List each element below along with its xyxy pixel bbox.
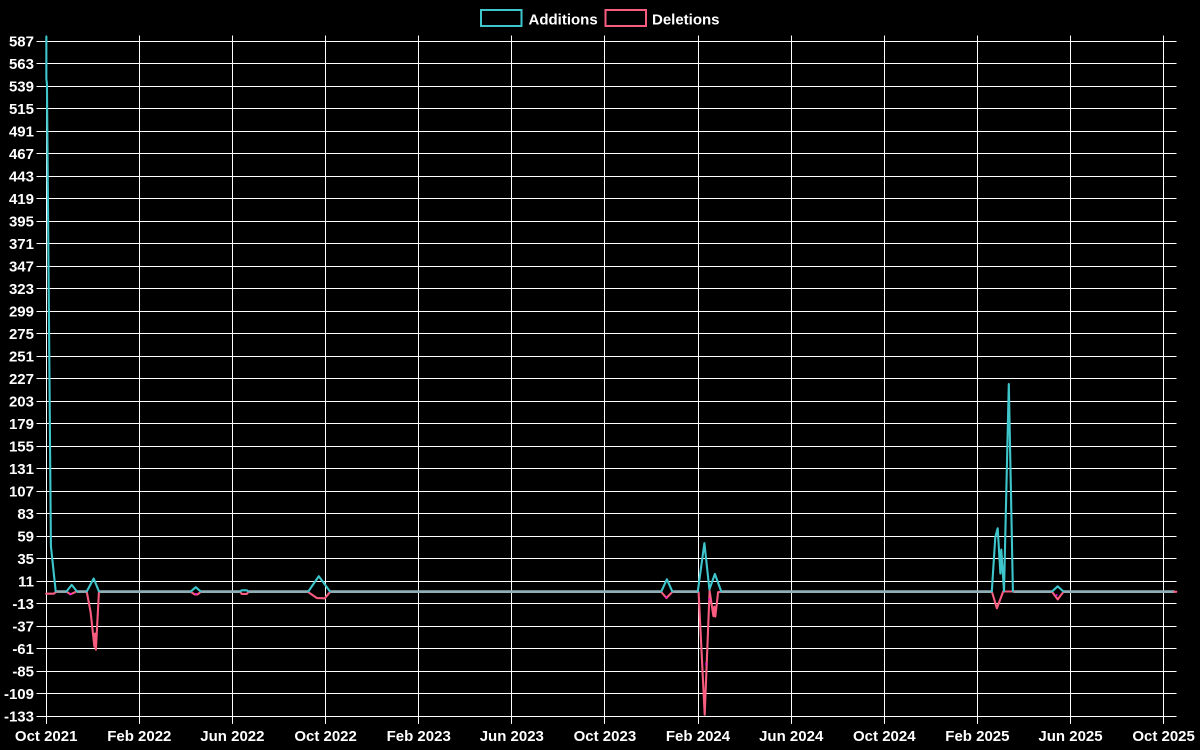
svg-text:83: 83 [17, 506, 34, 523]
svg-text:Oct 2025: Oct 2025 [1132, 728, 1195, 745]
svg-text:131: 131 [9, 461, 34, 478]
svg-text:107: 107 [9, 483, 34, 500]
svg-text:371: 371 [9, 236, 34, 253]
svg-text:Oct 2022: Oct 2022 [294, 728, 357, 745]
svg-text:Jun 2022: Jun 2022 [200, 728, 264, 745]
svg-text:Feb 2023: Feb 2023 [387, 728, 451, 745]
svg-text:Feb 2022: Feb 2022 [107, 728, 171, 745]
svg-text:Additions: Additions [529, 12, 598, 29]
svg-text:Oct 2023: Oct 2023 [574, 728, 637, 745]
svg-text:Deletions: Deletions [652, 12, 720, 29]
svg-text:323: 323 [9, 281, 34, 298]
svg-text:Feb 2025: Feb 2025 [945, 728, 1009, 745]
svg-text:11: 11 [18, 573, 34, 590]
svg-text:203: 203 [9, 393, 34, 410]
svg-text:Oct 2021: Oct 2021 [15, 728, 78, 745]
svg-text:347: 347 [9, 258, 34, 275]
svg-text:251: 251 [9, 348, 34, 365]
svg-text:Feb 2024: Feb 2024 [666, 728, 731, 745]
svg-text:-133: -133 [4, 708, 34, 725]
svg-text:-109: -109 [4, 686, 34, 703]
svg-text:515: 515 [9, 101, 34, 118]
svg-text:-13: -13 [12, 596, 34, 613]
svg-text:443: 443 [9, 168, 34, 185]
svg-text:491: 491 [9, 123, 34, 140]
svg-text:563: 563 [9, 56, 34, 73]
svg-text:35: 35 [17, 551, 34, 568]
svg-text:Jun 2024: Jun 2024 [759, 728, 824, 745]
svg-text:467: 467 [9, 146, 34, 163]
svg-text:-61: -61 [12, 641, 34, 658]
svg-text:419: 419 [9, 191, 34, 208]
svg-text:155: 155 [9, 438, 34, 455]
svg-text:539: 539 [9, 78, 34, 95]
svg-text:Oct 2024: Oct 2024 [853, 728, 916, 745]
svg-text:587: 587 [9, 33, 34, 50]
svg-text:59: 59 [17, 528, 34, 545]
svg-text:179: 179 [9, 416, 34, 433]
svg-text:Jun 2025: Jun 2025 [1038, 728, 1102, 745]
svg-text:-37: -37 [12, 618, 34, 635]
svg-text:395: 395 [9, 213, 34, 230]
svg-text:227: 227 [9, 371, 34, 388]
svg-text:275: 275 [9, 326, 34, 343]
svg-text:Jun 2023: Jun 2023 [480, 728, 544, 745]
svg-text:-85: -85 [12, 663, 34, 680]
svg-text:299: 299 [9, 303, 34, 320]
